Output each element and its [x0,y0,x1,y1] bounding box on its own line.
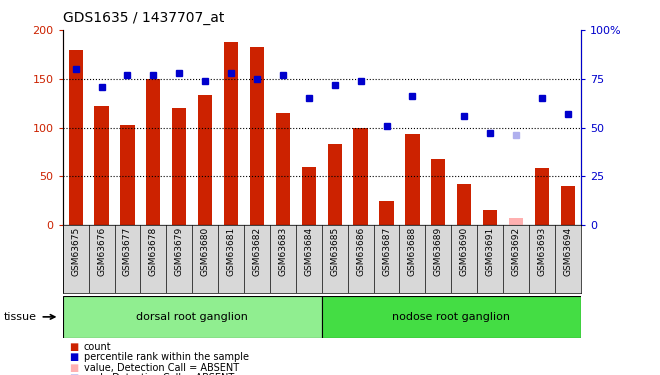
Text: ■: ■ [69,363,79,373]
Bar [198,95,213,225]
Text: rank, Detection Call = ABSENT: rank, Detection Call = ABSENT [84,374,234,375]
Text: GSM63686: GSM63686 [356,227,365,276]
Text: GSM63679: GSM63679 [175,227,183,276]
Text: GSM63676: GSM63676 [97,227,106,276]
Bar [457,184,471,225]
Text: tissue: tissue [3,312,36,322]
Bar [224,42,238,225]
Text: GSM63680: GSM63680 [201,227,210,276]
Text: GSM63693: GSM63693 [537,227,546,276]
Bar [147,79,160,225]
Text: GSM63691: GSM63691 [486,227,494,276]
Bar [302,166,316,225]
Bar [535,168,549,225]
Text: GSM63678: GSM63678 [149,227,158,276]
Text: GSM63689: GSM63689 [434,227,443,276]
Bar [483,210,497,225]
Text: GSM63675: GSM63675 [71,227,80,276]
Text: GSM63685: GSM63685 [330,227,339,276]
Text: GDS1635 / 1437707_at: GDS1635 / 1437707_at [63,11,224,25]
Bar [120,124,135,225]
Text: GSM63677: GSM63677 [123,227,132,276]
Text: ■: ■ [69,342,79,352]
Text: percentile rank within the sample: percentile rank within the sample [84,352,249,362]
Text: GSM63682: GSM63682 [253,227,261,276]
Bar [94,106,109,225]
Text: GSM63694: GSM63694 [564,227,572,276]
Bar [561,186,575,225]
Bar [405,134,420,225]
Bar [63,296,321,338]
Bar [354,128,368,225]
Text: nodose root ganglion: nodose root ganglion [392,312,510,322]
Bar [322,296,581,338]
Text: GSM63692: GSM63692 [512,227,521,276]
Bar [379,201,393,225]
Text: dorsal root ganglion: dorsal root ganglion [136,312,248,322]
Bar [431,159,446,225]
Text: GSM63688: GSM63688 [408,227,417,276]
Text: ■: ■ [69,374,79,375]
Text: GSM63681: GSM63681 [226,227,236,276]
Bar [276,113,290,225]
Bar [509,218,523,225]
Text: value, Detection Call = ABSENT: value, Detection Call = ABSENT [84,363,239,373]
Text: GSM63683: GSM63683 [279,227,287,276]
Text: GSM63684: GSM63684 [304,227,313,276]
Text: ■: ■ [69,352,79,362]
Bar [69,50,82,225]
Text: GSM63687: GSM63687 [382,227,391,276]
Bar [172,108,186,225]
Bar [250,46,264,225]
Text: GSM63690: GSM63690 [460,227,469,276]
Bar [327,144,342,225]
Text: count: count [84,342,112,352]
